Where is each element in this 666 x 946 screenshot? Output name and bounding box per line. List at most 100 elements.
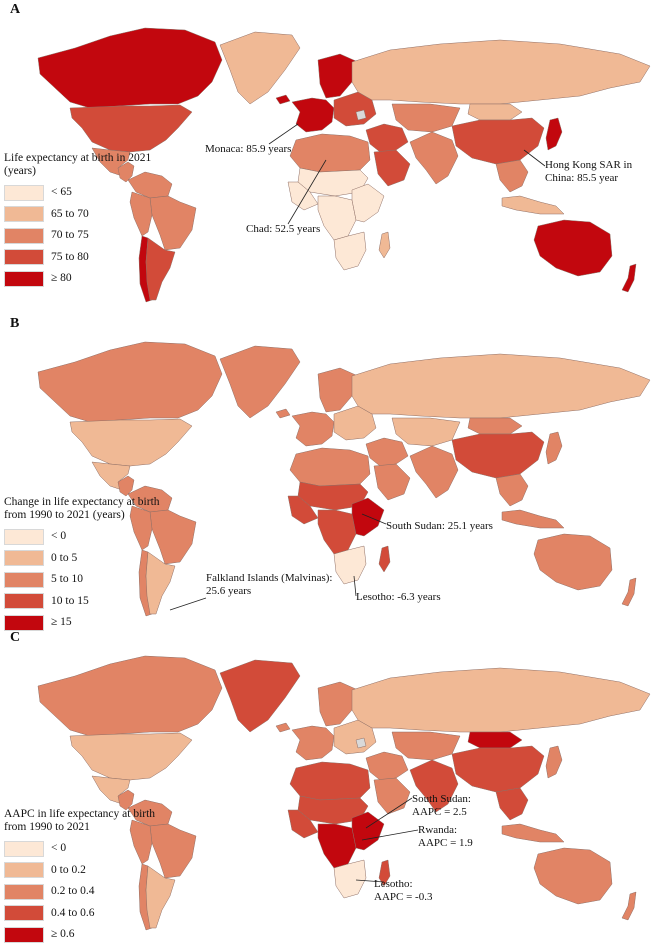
legend-item: ≥ 15 [4,612,179,634]
legend-swatch [4,249,44,266]
region-central-africa [317,509,357,555]
legend-swatch [4,528,44,545]
region-iceland [275,408,291,419]
region-no-data [355,737,367,749]
legend: Change in life expectancy at birth from … [4,496,179,634]
region-madagascar [378,545,391,573]
region-iceland [275,722,291,733]
region-central-asia [391,103,461,133]
region-central-asia [391,417,461,447]
region-canada [37,655,223,737]
region-mongolia [467,417,523,435]
legend-swatch [4,862,44,879]
callout-lesotho: Lesotho: AAPC = -0.3 [374,878,433,903]
region-no-data [355,109,367,121]
region-usa [69,104,193,153]
legend-label: 10 to 15 [51,594,89,607]
region-south-asia [409,131,459,185]
legend-swatch [4,905,44,922]
region-brazil [149,195,197,251]
region-south-asia [409,445,459,499]
region-north-africa [289,761,371,801]
callout-leader-line [268,123,299,145]
callout-leader-line [361,513,387,525]
region-russia [351,353,651,419]
panel-c: C AAPC in life expectancy at birth from … [0,628,666,943]
region-south-africa [333,231,367,271]
region-iceland [275,94,291,105]
panel-a: A Life expectancy at birth in 2021 (year… [0,0,666,314]
region-andes [129,505,153,551]
callout-leader-line [169,597,207,611]
callout-leader-line [355,879,385,883]
region-brazil [149,509,197,565]
panel-b: B Change in life expectancy at birth fro… [0,314,666,631]
region-argentina [145,551,176,615]
callout-south-sudan: South Sudan: AAPC = 2.5 [412,793,471,818]
legend-label: 75 to 80 [51,250,89,263]
legend-title: Life expectancy at birth in 2021 (years) [4,152,152,177]
land-regions [37,341,651,617]
region-arabia [373,777,411,815]
legend-label: 0 to 5 [51,551,78,564]
region-central-africa [317,195,357,241]
choropleth-map [37,27,651,303]
callout-leader-line [365,797,413,829]
legend-item: < 65 [4,182,179,204]
region-russia [351,39,651,105]
legend-label: 70 to 75 [51,229,89,242]
region-se-asia [495,787,529,821]
region-north-africa [289,447,371,487]
region-usa [69,418,193,467]
region-middle-east [365,437,409,467]
region-east-africa [351,497,385,537]
callout-chad: Chad: 52.5 years [246,223,321,235]
legend-swatch [4,614,44,631]
region-new-zealand [621,891,637,921]
callout-leader-line [287,159,327,225]
region-se-asia [495,159,529,193]
region-argentina [145,865,176,929]
region-madagascar [378,231,391,259]
region-se-asia [495,473,529,507]
region-indonesia [501,195,565,215]
legend-item: 0.2 to 0.4 [4,881,179,903]
region-japan [545,431,563,465]
region-scandinavia [317,367,359,413]
region-south-am-n [127,799,173,827]
region-east-africa [351,811,385,851]
legend-swatch [4,270,44,287]
legend-title: AAPC in life expectancy at birth from 19… [4,808,156,833]
choropleth-map [37,341,651,617]
legend-label: < 65 [51,186,72,199]
region-south-am-n [127,171,173,199]
legend-swatch [4,227,44,244]
legend-label: 0.2 to 0.4 [51,885,95,898]
legend-item: ≥ 80 [4,268,179,290]
land-regions [37,655,651,931]
region-middle-east [365,123,409,153]
region-mongolia [467,103,523,121]
region-greenland [219,31,301,105]
land-regions [37,27,651,303]
region-arabia [373,463,411,501]
legend-label: 65 to 70 [51,207,89,220]
region-south-africa [333,545,367,585]
legend-swatch [4,883,44,900]
legend-label: < 0 [51,530,67,543]
legend-swatch [4,206,44,223]
region-canada [37,341,223,423]
region-south-asia [409,759,459,813]
legend-swatch [4,571,44,588]
region-middle-east [365,751,409,781]
region-greenland [219,345,301,419]
region-andes [129,819,153,865]
region-usa [69,732,193,781]
region-scandinavia [317,53,359,99]
region-central-africa [317,823,357,869]
legend-label: ≥ 80 [51,272,72,285]
region-madagascar [378,859,391,887]
callout-falkland-islands: Falkland Islands (Malvinas): 25.6 years [206,572,333,597]
region-indonesia [501,509,565,529]
legend-swatch [4,840,44,857]
